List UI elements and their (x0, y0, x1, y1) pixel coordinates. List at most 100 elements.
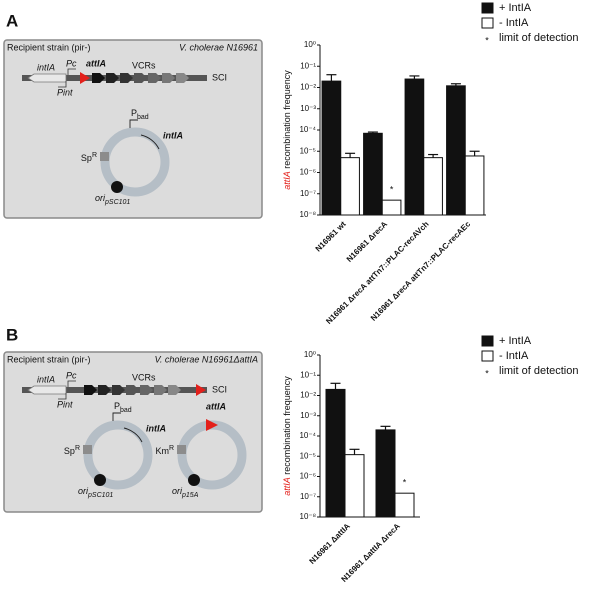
legend-label: limit of detection (499, 365, 578, 377)
bar (340, 157, 360, 216)
origin-label: orip15A (172, 486, 199, 499)
promoter-label: Pc (66, 58, 77, 68)
marker-label-base: Km (155, 446, 169, 456)
annotation: * (390, 185, 394, 195)
x-tick-label: N16961 ΔrecA (345, 219, 390, 264)
promoter-label: Pbad (114, 401, 132, 414)
att-site (206, 419, 218, 431)
vcr-arrow (148, 73, 161, 83)
legend-swatch (481, 350, 494, 362)
y-tick-label: 10⁻⁷ (300, 492, 316, 501)
y-tick-label: 10⁻⁸ (300, 512, 317, 521)
gene-label: intIA (37, 62, 55, 72)
strain-name: V. cholerae N16961 (179, 42, 258, 52)
legend-symbol: * (485, 35, 489, 45)
marker-box (83, 445, 92, 454)
vcr-arrow (162, 73, 175, 83)
y-axis-label: attIA recombination frequency (282, 376, 292, 496)
panel-label: B (6, 325, 18, 344)
y-tick-label: 10⁻⁴ (299, 125, 316, 134)
promoter-label: Pbad (131, 108, 149, 121)
gene-arrow (140, 134, 160, 150)
y-tick-label: 10⁻³ (300, 104, 316, 113)
att-site (196, 384, 206, 396)
bar (321, 80, 342, 216)
y-tick-label: 10⁻⁵ (300, 451, 316, 460)
bar (464, 155, 485, 216)
legend-swatch (481, 335, 494, 347)
y-axis-label-rest: recombination frequency (282, 70, 292, 172)
vcr-arrow (140, 385, 153, 395)
marker-label: KmR (155, 445, 174, 456)
vcr-arrow (134, 73, 147, 83)
promoter-label: Pint (57, 87, 73, 97)
promoter-label-sub: bad (137, 114, 149, 121)
bar (404, 78, 425, 216)
origin-dot (94, 474, 106, 486)
vcr-arrow (92, 73, 105, 83)
bar (381, 199, 402, 216)
origin-label-sub: pSC101 (87, 492, 113, 499)
y-tick-label: 10⁰ (304, 40, 316, 49)
marker-box (100, 152, 109, 161)
plasmid (100, 127, 170, 197)
origin-label-sub: pSC101 (104, 199, 130, 206)
element-label: SCI (212, 384, 227, 394)
vcr-arrow (120, 73, 133, 83)
origin-label-base: ori (172, 486, 183, 496)
bar (446, 85, 466, 216)
promoter-label-sub: bad (120, 407, 132, 414)
y-tick-label: 10⁻⁸ (300, 210, 317, 219)
y-tick-label: 10⁻⁴ (299, 431, 316, 440)
strain-name: V. cholerae N16961ΔattIA (155, 354, 258, 364)
gene-label: intIA (37, 374, 55, 384)
intia-gene (27, 73, 67, 83)
pint-arrow (58, 81, 67, 88)
y-tick-label: 10⁻⁶ (300, 472, 316, 481)
y-axis-label-highlight: attIA (282, 477, 292, 496)
legend-label: limit of detection (499, 32, 578, 44)
bar (344, 454, 365, 518)
origin-label-base: ori (78, 486, 89, 496)
site-label: attIA (86, 58, 106, 68)
legend-label: + IntIA (499, 2, 532, 14)
vcr-arrow (154, 385, 167, 395)
panel-label: A (6, 11, 18, 30)
bar (423, 157, 443, 216)
y-tick-label: 10⁻¹ (300, 370, 316, 379)
repeats-label: VCRs (132, 372, 156, 382)
vcr-arrow (112, 385, 125, 395)
legend-label: + IntIA (499, 335, 532, 347)
vcr-arrow (106, 73, 119, 83)
marker-label-sup: R (169, 445, 174, 452)
origin-label: oripSC101 (95, 193, 130, 206)
origin-label-base: ori (95, 193, 106, 203)
origin-label: oripSC101 (78, 486, 113, 499)
bar (363, 132, 383, 216)
y-tick-label: 10⁻¹ (300, 61, 316, 70)
intia-gene (27, 385, 67, 395)
gene-label: intIA (146, 423, 166, 433)
y-tick-label: 10⁻² (300, 391, 316, 400)
att-site (80, 72, 90, 84)
bar (375, 429, 396, 518)
pbad-arrow (112, 412, 121, 421)
legend-swatch (481, 2, 494, 14)
legend-symbol: * (485, 368, 489, 378)
y-tick-label: 10⁻² (300, 83, 316, 92)
bar (325, 388, 346, 518)
marker-label: SpR (81, 152, 97, 163)
site-label: attIA (206, 401, 226, 411)
legend-label: - IntIA (499, 17, 529, 29)
y-tick-label: 10⁻⁵ (300, 146, 316, 155)
marker-label-base: Sp (64, 446, 75, 456)
annotation: * (403, 478, 407, 488)
vcr-arrow (98, 385, 111, 395)
vcr-arrow (168, 385, 181, 395)
marker-label-sup: R (75, 445, 80, 452)
repeats-label: VCRs (132, 60, 156, 70)
y-axis-label-highlight: attIA (282, 171, 292, 190)
marker-label-sup: R (92, 152, 97, 159)
origin-label-sub: p15A (181, 492, 199, 499)
